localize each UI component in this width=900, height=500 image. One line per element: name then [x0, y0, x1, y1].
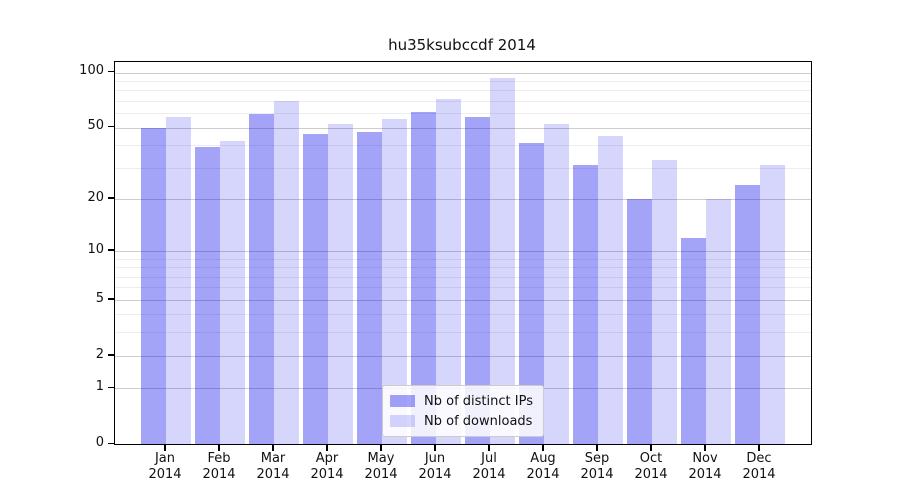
bar-downloads-oct: [652, 160, 677, 444]
x-tick-label-sep: Sep 2014: [580, 451, 614, 482]
x-tick-oct: [650, 444, 652, 451]
x-tick-jul: [488, 444, 490, 451]
y-tick-0: [108, 442, 114, 444]
x-tick-label-may: May 2014: [364, 451, 398, 482]
bar-distinct-ips-dec: [735, 184, 760, 444]
bar-distinct-ips-apr: [303, 134, 328, 444]
chart-title: hu35ksubccdf 2014: [388, 36, 536, 54]
y-tick-label-5: 5: [95, 290, 104, 306]
legend-swatch-downloads: [390, 415, 416, 427]
bar-distinct-ips-sep: [573, 165, 598, 444]
bar-downloads-sep: [598, 135, 623, 444]
x-tick-label-jan: Jan 2014: [148, 451, 182, 482]
y-tick-50: [108, 125, 114, 128]
gridline-20: [115, 198, 811, 200]
bar-distinct-ips-jan: [141, 127, 166, 444]
y-tick-10: [108, 249, 114, 251]
gridline-5: [115, 299, 811, 301]
gridline-50: [115, 127, 811, 129]
x-tick-sep: [596, 444, 598, 451]
y-tick-label-2: 2: [95, 346, 104, 362]
x-tick-label-jul: Jul 2014: [472, 451, 506, 482]
y-tick-label-20: 20: [87, 189, 104, 205]
y-tick-label-0: 0: [95, 435, 104, 450]
bar-distinct-ips-oct: [627, 198, 652, 444]
gridline-10: [115, 251, 811, 252]
x-tick-nov: [704, 444, 706, 451]
y-tick-20: [108, 197, 114, 199]
gridline-2: [115, 355, 811, 357]
gridline-100: [115, 72, 811, 74]
legend-label-downloads: Nb of downloads: [424, 413, 533, 429]
x-tick-label-feb: Feb 2014: [202, 451, 236, 482]
gridline-minor-30: [115, 167, 811, 169]
y-tick-label-50: 50: [87, 118, 104, 134]
bar-downloads-apr: [328, 124, 353, 444]
bar-downloads-mar: [274, 100, 299, 444]
x-tick-jan: [164, 444, 166, 451]
x-tick-jun: [434, 444, 436, 451]
x-tick-mar: [272, 444, 274, 451]
x-tick-label-dec: Dec 2014: [742, 451, 776, 482]
gridline-minor-4: [115, 314, 811, 316]
bar-downloads-aug: [544, 124, 569, 444]
gridline-minor-80: [115, 90, 811, 92]
gridline-minor-3: [115, 332, 811, 334]
gridline-minor-70: [115, 100, 811, 102]
legend-swatch-distinct-ips: [390, 395, 416, 407]
bar-downloads-jan: [166, 117, 191, 444]
y-tick-label-1: 1: [95, 379, 104, 395]
gridline-minor-90: [115, 80, 811, 82]
legend: Nb of distinct IPs Nb of downloads: [382, 385, 544, 437]
x-tick-label-mar: Mar 2014: [256, 451, 290, 482]
gridline-minor-7: [115, 276, 811, 278]
legend-item-downloads: Nb of downloads: [390, 411, 533, 431]
gridline-minor-8: [115, 267, 811, 269]
x-tick-label-oct: Oct 2014: [634, 451, 668, 482]
y-tick-label-10: 10: [87, 241, 104, 257]
gridline-minor-9: [115, 258, 811, 260]
gridline-minor-6: [115, 287, 811, 289]
bar-distinct-ips-may: [357, 132, 382, 444]
bar-downloads-jul: [490, 78, 515, 444]
gridline-minor-40: [115, 145, 811, 146]
y-tick-100: [108, 70, 114, 73]
bar-distinct-ips-mar: [249, 114, 274, 444]
y-tick-2: [108, 354, 114, 356]
bar-downloads-dec: [760, 165, 785, 444]
x-tick-apr: [326, 444, 328, 451]
x-tick-label-aug: Aug 2014: [526, 451, 560, 482]
bar-downloads-feb: [220, 141, 245, 444]
x-tick-feb: [218, 444, 220, 451]
y-tick-5: [108, 298, 114, 300]
y-tick-1: [108, 386, 114, 389]
x-tick-label-nov: Nov 2014: [688, 451, 722, 482]
gridline-minor-60: [115, 113, 811, 114]
legend-label-distinct-ips: Nb of distinct IPs: [424, 393, 533, 409]
plot-area: Nb of distinct IPs Nb of downloads: [114, 61, 812, 445]
x-tick-may: [380, 444, 382, 451]
x-tick-label-jun: Jun 2014: [418, 451, 452, 482]
x-tick-dec: [758, 444, 760, 451]
legend-item-distinct-ips: Nb of distinct IPs: [390, 391, 533, 411]
y-tick-label-100: 100: [79, 63, 104, 79]
x-tick-label-apr: Apr 2014: [310, 451, 344, 482]
x-tick-aug: [542, 444, 544, 451]
bar-distinct-ips-nov: [681, 237, 706, 444]
bar-distinct-ips-feb: [195, 147, 220, 444]
bar-downloads-nov: [706, 198, 731, 444]
